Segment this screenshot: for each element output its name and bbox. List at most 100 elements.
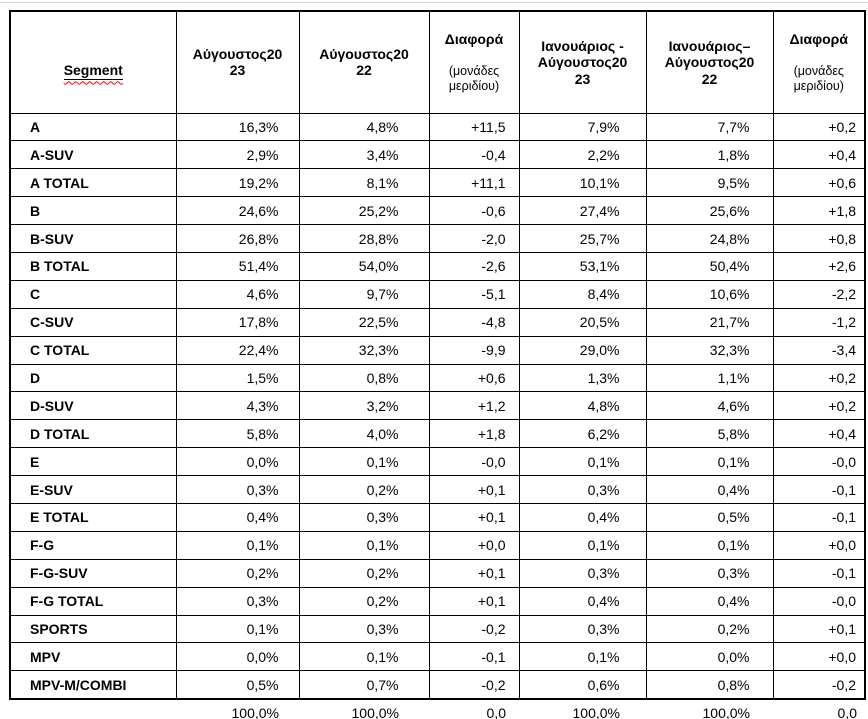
jan-aug-2023-cell: 10,1% bbox=[518, 168, 647, 198]
table-row: E TOTAL 0,4% 0,3% +0,1 0,4% 0,5% -0,1 bbox=[9, 503, 866, 532]
aug-2022-cell: 54,0% bbox=[298, 252, 430, 281]
diff-1-cell: +0,1 bbox=[428, 558, 520, 588]
segment-cell: E-SUV bbox=[9, 475, 177, 505]
aug-2022-cell: 0,1% bbox=[298, 447, 430, 477]
jan-aug-2023-cell: 6,2% bbox=[518, 419, 647, 449]
segment-cell: C TOTAL bbox=[9, 335, 177, 365]
diff-1-cell: +0,1 bbox=[428, 475, 520, 505]
header-segment: Segment bbox=[9, 9, 177, 114]
totals-jan-aug-2022: 100,0% bbox=[702, 704, 750, 719]
segment-cell: E bbox=[9, 447, 177, 477]
diff-1-cell: -0,2 bbox=[428, 614, 520, 644]
table-header: Segment Αύγουστος20 23 Αύγουστος20 22 Δι… bbox=[9, 9, 866, 114]
header-row: Segment Αύγουστος20 23 Αύγουστος20 22 Δι… bbox=[9, 9, 866, 114]
diff-1-cell: +0,0 bbox=[428, 530, 520, 560]
diff-1-cell: -0,1 bbox=[428, 642, 520, 672]
diff-2-cell: +2,6 bbox=[772, 252, 866, 281]
jan-aug-2022-cell: 50,4% bbox=[645, 252, 774, 281]
diff-2-cell: +0,6 bbox=[772, 168, 866, 198]
aug-2023-cell: 0,1% bbox=[175, 614, 300, 644]
aug-2022-cell: 0,1% bbox=[298, 642, 430, 672]
totals-diff-1: 0,0 bbox=[486, 704, 506, 719]
jan-aug-2023-cell: 2,2% bbox=[518, 140, 647, 170]
diff-1-cell: +0,1 bbox=[428, 586, 520, 616]
segment-share-table: Segment Αύγουστος20 23 Αύγουστος20 22 Δι… bbox=[9, 9, 866, 719]
header-diff-2-subtitle: (μονάδες μεριδίου) bbox=[793, 63, 844, 93]
aug-2023-cell: 2,9% bbox=[175, 140, 300, 170]
jan-aug-2023-cell: 7,9% bbox=[518, 112, 647, 142]
page-top-edge bbox=[0, 2, 868, 3]
jan-aug-2022-cell: 0,2% bbox=[645, 614, 774, 644]
aug-2023-cell: 17,8% bbox=[175, 307, 300, 337]
jan-aug-2023-cell: 20,5% bbox=[518, 307, 647, 337]
diff-1-cell: -5,1 bbox=[428, 279, 520, 309]
jan-aug-2023-cell: 0,3% bbox=[518, 558, 647, 588]
diff-2-cell: +0,8 bbox=[772, 224, 866, 254]
header-diff-1: Διαφορά (μονάδες μεριδίου) bbox=[428, 9, 520, 114]
segment-cell: C-SUV bbox=[9, 307, 177, 337]
aug-2023-cell: 22,4% bbox=[175, 335, 300, 365]
segment-cell: A bbox=[9, 112, 177, 142]
diff-2-cell: -0,0 bbox=[772, 447, 866, 477]
aug-2022-cell: 9,7% bbox=[298, 279, 430, 309]
diff-1-cell: -0,2 bbox=[428, 670, 520, 700]
table-row: D 1,5% 0,8% +0,6 1,3% 1,1% +0,2 bbox=[9, 363, 866, 393]
jan-aug-2022-cell: 10,6% bbox=[645, 279, 774, 309]
aug-2023-cell: 5,8% bbox=[175, 419, 300, 449]
diff-2-cell: +0,1 bbox=[772, 614, 866, 644]
aug-2022-cell: 0,3% bbox=[298, 503, 430, 532]
jan-aug-2022-cell: 0,1% bbox=[645, 530, 774, 560]
header-aug-2023: Αύγουστος20 23 bbox=[175, 9, 300, 114]
aug-2022-cell: 8,1% bbox=[298, 168, 430, 198]
diff-2-cell: -1,2 bbox=[772, 307, 866, 337]
segment-cell: F-G TOTAL bbox=[9, 586, 177, 616]
aug-2022-cell: 3,2% bbox=[298, 391, 430, 421]
diff-1-cell: -9,9 bbox=[428, 335, 520, 365]
diff-1-cell: +11,5 bbox=[428, 112, 520, 142]
jan-aug-2022-cell: 1,1% bbox=[645, 363, 774, 393]
table-footer: 100,0% 100,0% 0,0 100,0% 100,0% 0,0 (Εκ … bbox=[10, 699, 865, 719]
jan-aug-2022-cell: 4,6% bbox=[645, 391, 774, 421]
aug-2023-cell: 0,4% bbox=[175, 503, 300, 532]
segment-cell: SPORTS bbox=[9, 614, 177, 644]
segment-cell: D TOTAL bbox=[9, 419, 177, 449]
diff-1-cell: -0,6 bbox=[428, 196, 520, 226]
table-row: D TOTAL 5,8% 4,0% +1,8 6,2% 5,8% +0,4 bbox=[9, 419, 866, 449]
jan-aug-2023-cell: 0,3% bbox=[518, 614, 647, 644]
jan-aug-2022-cell: 5,8% bbox=[645, 419, 774, 449]
spellcheck-squiggle: Segment bbox=[63, 62, 123, 80]
jan-aug-2022-cell: 1,8% bbox=[645, 140, 774, 170]
jan-aug-2022-cell: 24,8% bbox=[645, 224, 774, 254]
diff-2-cell: +0,2 bbox=[772, 112, 866, 142]
aug-2022-cell: 22,5% bbox=[298, 307, 430, 337]
diff-1-cell: -2,0 bbox=[428, 224, 520, 254]
table-row: F-G TOTAL 0,3% 0,2% +0,1 0,4% 0,4% -0,0 bbox=[9, 586, 866, 616]
aug-2023-cell: 0,3% bbox=[175, 586, 300, 616]
aug-2023-cell: 16,3% bbox=[175, 112, 300, 142]
aug-2022-cell: 0,1% bbox=[298, 530, 430, 560]
aug-2022-cell: 4,0% bbox=[298, 419, 430, 449]
aug-2023-cell: 1,5% bbox=[175, 363, 300, 393]
aug-2023-cell: 0,3% bbox=[175, 475, 300, 505]
jan-aug-2023-cell: 8,4% bbox=[518, 279, 647, 309]
aug-2023-cell: 4,6% bbox=[175, 279, 300, 309]
header-diff-1-subtitle: (μονάδες μεριδίου) bbox=[448, 63, 500, 93]
aug-2023-cell: 0,2% bbox=[175, 558, 300, 588]
jan-aug-2023-cell: 0,4% bbox=[518, 503, 647, 532]
totals-empty-cell bbox=[10, 699, 176, 719]
header-aug-2022: Αύγουστος20 22 bbox=[298, 9, 430, 114]
diff-1-cell: +11,1 bbox=[428, 168, 520, 198]
aug-2022-cell: 0,7% bbox=[298, 670, 430, 700]
jan-aug-2022-cell: 9,5% bbox=[645, 168, 774, 198]
jan-aug-2023-cell: 0,1% bbox=[518, 447, 647, 477]
table-row: C 4,6% 9,7% -5,1 8,4% 10,6% -2,2 bbox=[9, 279, 866, 309]
diff-2-cell: -2,2 bbox=[772, 279, 866, 309]
diff-2-cell: +0,0 bbox=[772, 642, 866, 672]
segment-header-label: Segment bbox=[63, 62, 123, 80]
jan-aug-2023-cell: 25,7% bbox=[518, 224, 647, 254]
table-row: C TOTAL 22,4% 32,3% -9,9 29,0% 32,3% -3,… bbox=[9, 335, 866, 365]
aug-2022-cell: 4,8% bbox=[298, 112, 430, 142]
diff-2-cell: -0,1 bbox=[772, 475, 866, 505]
aug-2023-cell: 0,0% bbox=[175, 642, 300, 672]
